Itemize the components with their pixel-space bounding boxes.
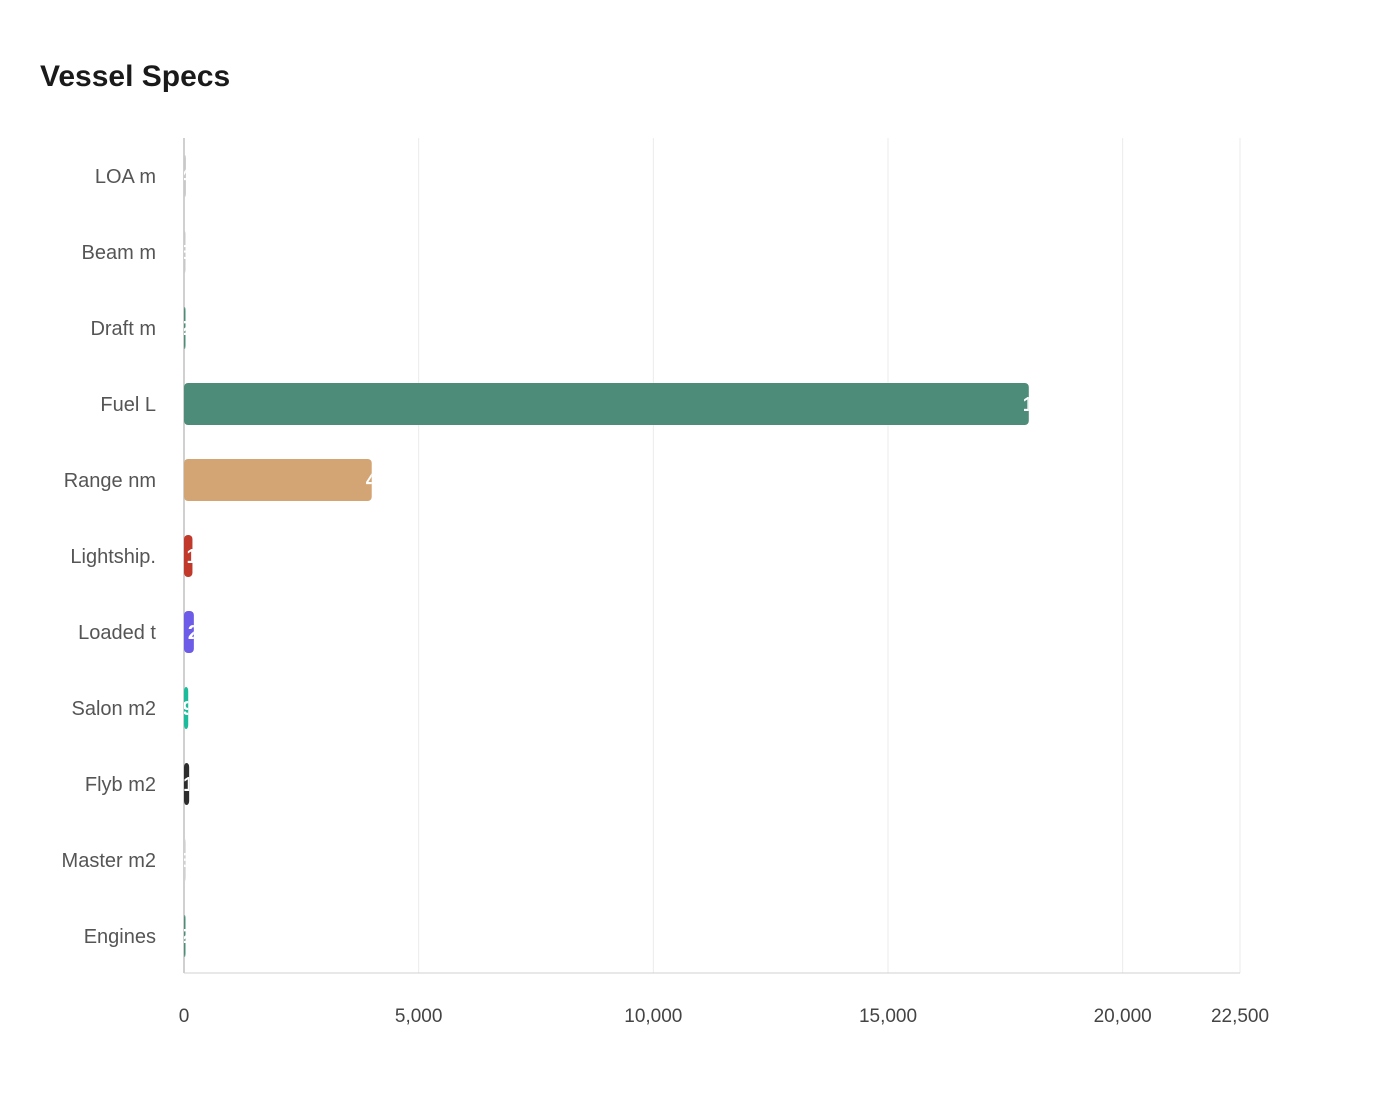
bar <box>184 915 186 957</box>
x-tick-label: 22,500 <box>1211 1006 1269 1027</box>
data-label: 90 <box>182 698 204 720</box>
data-label: 210 <box>188 622 221 644</box>
category-label: Salon m2 <box>72 698 157 720</box>
bar <box>184 307 186 349</box>
category-label: Beam m <box>82 242 156 264</box>
category-label: Flyb m2 <box>85 774 156 796</box>
data-label: 2 <box>180 926 191 948</box>
data-label: 8 <box>180 242 191 264</box>
category-label: Loaded t <box>78 622 156 644</box>
x-tick-label: 10,000 <box>624 1006 682 1027</box>
category-label: Lightship. <box>70 546 156 568</box>
data-label: 18,000 <box>1023 394 1084 416</box>
x-tick-label: 5,000 <box>395 1006 443 1027</box>
category-label: Master m2 <box>62 850 156 872</box>
chart-title: Vessel Specs <box>40 60 231 93</box>
category-label: Engines <box>84 926 156 948</box>
data-label: 180 <box>186 546 219 568</box>
bar <box>184 231 186 273</box>
x-tick-label: 20,000 <box>1094 1006 1152 1027</box>
bar <box>184 839 186 881</box>
category-label: Fuel L <box>100 394 156 416</box>
x-tick-label: 0 <box>179 1006 190 1027</box>
x-tick-label: 15,000 <box>859 1006 917 1027</box>
category-label: Draft m <box>90 318 156 340</box>
bar <box>184 383 1029 425</box>
data-label: 4,000 <box>366 470 416 492</box>
data-label: 35 <box>180 850 202 872</box>
bar <box>184 535 193 577</box>
category-label: LOA m <box>95 166 156 188</box>
category-label: Range nm <box>64 470 156 492</box>
bar <box>184 155 186 197</box>
bar <box>184 763 190 805</box>
bar <box>184 459 372 501</box>
data-label: 2.5 <box>180 318 208 340</box>
data-label: 110 <box>183 774 215 796</box>
bar <box>184 687 189 729</box>
data-label: 40 <box>180 166 202 188</box>
bar <box>184 611 194 653</box>
